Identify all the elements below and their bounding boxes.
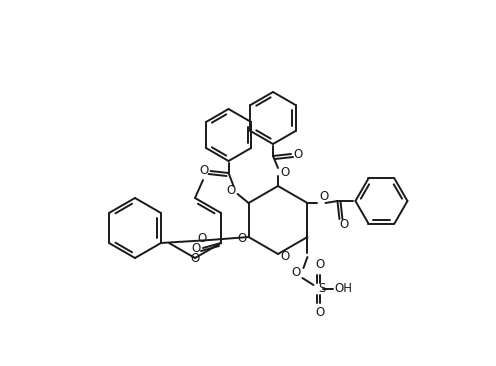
Text: S: S (318, 283, 325, 295)
Text: O: O (226, 184, 235, 198)
Text: OH: OH (334, 283, 353, 295)
Text: O: O (340, 219, 349, 232)
Text: O: O (293, 147, 303, 161)
Text: O: O (199, 164, 208, 178)
Text: O: O (316, 306, 325, 320)
Text: O: O (280, 165, 290, 179)
Text: O: O (190, 251, 199, 265)
Text: O: O (197, 232, 206, 244)
Text: O: O (280, 250, 290, 264)
Text: O: O (320, 190, 329, 202)
Text: O: O (316, 258, 325, 272)
Text: O: O (292, 266, 301, 280)
Text: O: O (237, 232, 246, 246)
Text: O: O (191, 242, 200, 254)
